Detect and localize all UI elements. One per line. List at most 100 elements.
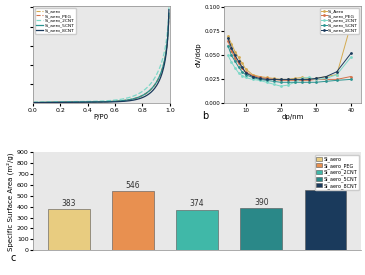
Bar — [48, 209, 89, 250]
Si_aero_5CNT — [264, 79, 269, 82]
Si_Aero — [335, 73, 339, 76]
Si_aero_2CNT — [32, 100, 36, 104]
Si_aero_2CNT — [285, 84, 290, 87]
Si_aero_5CNT — [226, 44, 230, 48]
Y-axis label: Specific Surface Area (m²/g): Specific Surface Area (m²/g) — [7, 152, 14, 251]
Si_aero_5CNT — [229, 54, 234, 57]
Si_aero_PEG — [229, 49, 234, 52]
Si_aero_8CNT — [264, 78, 269, 81]
Si_aero_8CNT — [114, 100, 119, 103]
Si_aero_2CNT — [349, 56, 353, 59]
Si_aero_2CNT — [264, 81, 269, 84]
Si_aero_PEG — [292, 79, 297, 82]
Si_aero_2CNT — [292, 81, 297, 84]
Si_aero_2CNT — [324, 77, 328, 80]
Si_aero_PEG — [226, 39, 230, 43]
Line: Si_aero_5CNT: Si_aero_5CNT — [227, 45, 352, 84]
Si_aero_PEG — [257, 76, 262, 79]
Si_aero_2CNT — [114, 98, 119, 101]
Si_aero_2CNT — [240, 74, 244, 77]
Si_aero_8CNT — [233, 54, 237, 57]
Si_aero_8CNT — [32, 101, 36, 104]
Bar — [176, 210, 218, 250]
Si_Aero — [226, 35, 230, 38]
Si_aero_2CNT — [314, 78, 318, 81]
Si_Aero — [272, 77, 276, 80]
Si_aero_5CNT — [32, 101, 36, 104]
Si_aero — [31, 101, 36, 104]
Si_Aero — [300, 76, 304, 79]
Si_aero_2CNT — [112, 98, 116, 102]
Si_aero_2CNT — [300, 77, 304, 80]
Line: Si_aero_PEG: Si_aero_PEG — [227, 40, 352, 82]
Si_aero_5CNT — [112, 100, 116, 103]
Si_aero_5CNT — [236, 65, 241, 68]
Si_aero_5CNT — [314, 81, 318, 84]
Si_Aero — [292, 77, 297, 80]
Si_Aero — [285, 78, 290, 81]
Si_Aero — [250, 73, 255, 76]
Si_aero_8CNT — [236, 59, 241, 63]
Si_aero — [112, 100, 116, 103]
Si_Aero — [233, 50, 237, 53]
Line: Si_aero_8CNT: Si_aero_8CNT — [227, 37, 352, 81]
Si_aero_2CNT — [31, 100, 36, 104]
Si_aero_8CNT — [307, 78, 311, 81]
Si_aero_8CNT — [272, 78, 276, 81]
Si_aero_PEG — [111, 100, 116, 103]
Line: Si_aero_PEG: Si_aero_PEG — [34, 16, 169, 103]
Si_aero_PEG — [300, 79, 304, 82]
Si_aero_8CNT — [257, 77, 262, 80]
Si_aero_5CNT — [278, 81, 283, 84]
Si_aero_5CNT — [285, 81, 290, 84]
Si_Aero — [324, 75, 328, 78]
Line: Si_Aero: Si_Aero — [227, 23, 352, 81]
Si_Aero — [264, 76, 269, 79]
Si_aero_5CNT — [349, 78, 353, 81]
Text: 546: 546 — [126, 181, 140, 190]
Si_aero_8CNT — [240, 65, 244, 68]
Si_aero_5CNT — [240, 70, 244, 73]
Line: Si_aero_5CNT: Si_aero_5CNT — [34, 14, 169, 103]
Text: 390: 390 — [254, 198, 269, 207]
Si_aero_2CNT — [236, 71, 241, 74]
Si_aero_PEG — [243, 70, 248, 73]
Line: Si_aero_2CNT: Si_aero_2CNT — [227, 54, 352, 87]
Text: 551: 551 — [318, 180, 333, 189]
Text: 383: 383 — [61, 199, 76, 208]
Si_aero_8CNT — [229, 46, 234, 50]
Si_aero_5CNT — [233, 59, 237, 63]
Si_Aero — [314, 77, 318, 80]
Si_aero_PEG — [112, 100, 116, 103]
Si_aero_8CNT — [300, 78, 304, 81]
Si_aero_2CNT — [250, 78, 255, 81]
Si_aero — [145, 91, 150, 94]
Bar — [305, 190, 346, 250]
Si_aero_8CNT — [292, 78, 297, 81]
Si_aero_8CNT — [324, 75, 328, 78]
Si_aero_5CNT — [145, 90, 150, 94]
Si_aero_2CNT — [167, 6, 171, 9]
Si_aero_PEG — [307, 79, 311, 82]
Si_aero_5CNT — [324, 80, 328, 83]
Si_aero_2CNT — [243, 76, 248, 79]
Si_aero — [111, 100, 116, 103]
Bar — [241, 208, 282, 250]
Si_aero_PEG — [236, 61, 241, 65]
Si_aero_PEG — [167, 15, 171, 18]
Si_aero_5CNT — [307, 81, 311, 84]
Si_aero_2CNT — [307, 76, 311, 79]
Si_aero_2CNT — [233, 66, 237, 70]
Si_aero_8CNT — [167, 8, 171, 11]
Line: Si_aero_8CNT: Si_aero_8CNT — [34, 10, 169, 103]
Text: b: b — [203, 111, 209, 120]
Si_aero_PEG — [272, 78, 276, 81]
Si_aero_PEG — [349, 75, 353, 78]
Si_aero_2CNT — [257, 79, 262, 82]
Legend: Si_aero, Si_aero_PEG, Si_aero_2CNT, Si_aero_5CNT, Si_aero_8CNT: Si_aero, Si_aero_PEG, Si_aero_2CNT, Si_a… — [35, 8, 76, 34]
Si_aero_5CNT — [335, 79, 339, 82]
Si_aero_5CNT — [300, 81, 304, 84]
Si_aero_8CNT — [154, 84, 158, 88]
Si_aero_PEG — [264, 77, 269, 80]
Si_aero — [114, 100, 119, 103]
